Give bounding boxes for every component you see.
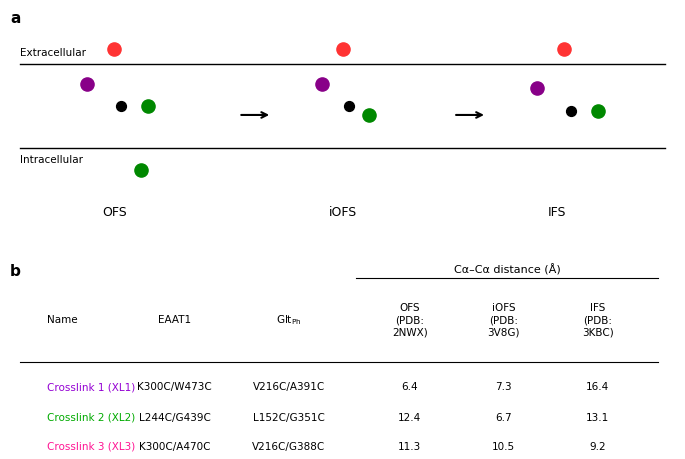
Text: OFS: OFS (102, 206, 127, 218)
Text: Intracellular: Intracellular (21, 155, 84, 165)
Point (337, 45, 348, 52)
Text: iOFS
(PDB:
3V8G): iOFS (PDB: 3V8G) (487, 302, 520, 337)
Text: V216C/G388C: V216C/G388C (252, 442, 325, 452)
Text: 9.2: 9.2 (589, 442, 606, 452)
Text: Extracellular: Extracellular (21, 48, 86, 57)
Text: K300C/A470C: K300C/A470C (139, 442, 210, 452)
Text: OFS
(PDB:
2NWX): OFS (PDB: 2NWX) (392, 302, 427, 337)
Point (109, 45, 120, 52)
Point (136, 167, 147, 174)
Point (317, 80, 328, 88)
Text: 13.1: 13.1 (586, 413, 609, 423)
Text: IFS: IFS (548, 206, 566, 218)
Text: 7.3: 7.3 (495, 382, 512, 392)
Text: IFS
(PDB:
3KBC): IFS (PDB: 3KBC) (582, 302, 614, 337)
Text: b: b (10, 264, 21, 280)
Text: a: a (10, 11, 21, 26)
Text: L152C/G351C: L152C/G351C (253, 413, 325, 423)
Text: 10.5: 10.5 (492, 442, 515, 452)
Text: Glt$_{\mathregular{Ph}}$: Glt$_{\mathregular{Ph}}$ (276, 313, 301, 327)
Point (364, 111, 375, 118)
Text: iOFS: iOFS (328, 206, 357, 218)
Point (532, 85, 543, 92)
Text: Cα–Cα distance (Å): Cα–Cα distance (Å) (453, 264, 560, 276)
Text: 16.4: 16.4 (586, 382, 609, 392)
Text: 6.4: 6.4 (401, 382, 418, 392)
Point (142, 102, 153, 110)
Text: Crosslink 1 (XL1): Crosslink 1 (XL1) (47, 382, 136, 392)
Text: 12.4: 12.4 (398, 413, 421, 423)
Point (344, 102, 355, 110)
Text: K300C/W473C: K300C/W473C (137, 382, 212, 392)
Text: 6.7: 6.7 (495, 413, 512, 423)
Point (592, 107, 603, 114)
Point (116, 102, 127, 110)
Text: Name: Name (47, 315, 78, 325)
Point (558, 45, 569, 52)
Text: Crosslink 3 (XL3): Crosslink 3 (XL3) (47, 442, 136, 452)
Text: V216C/A391C: V216C/A391C (253, 382, 325, 392)
Text: EAAT1: EAAT1 (158, 315, 191, 325)
Point (82, 80, 93, 88)
Text: 11.3: 11.3 (398, 442, 421, 452)
Point (565, 107, 576, 114)
Text: L244C/G439C: L244C/G439C (139, 413, 210, 423)
Text: Crosslink 2 (XL2): Crosslink 2 (XL2) (47, 413, 136, 423)
